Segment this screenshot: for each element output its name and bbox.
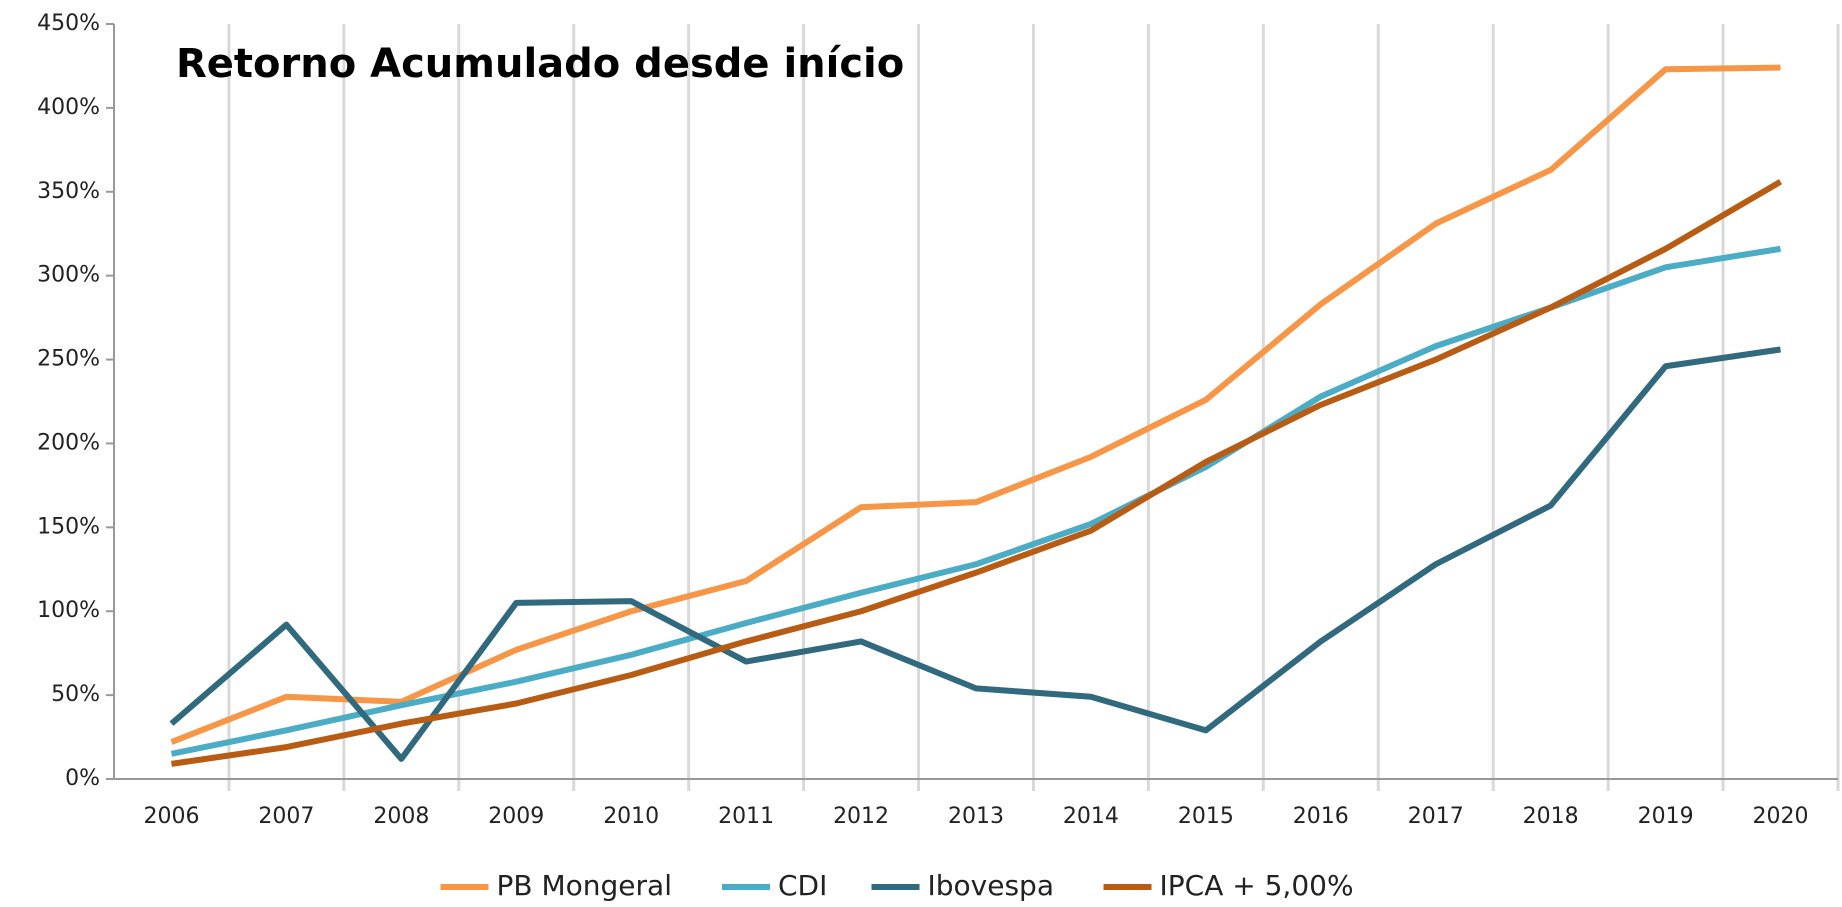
y-tick-label: 450% [37, 11, 100, 36]
y-tick-label: 300% [37, 263, 100, 288]
x-tick-label: 2012 [833, 804, 889, 829]
y-tick-label: 0% [65, 766, 100, 791]
x-tick-label: 2009 [488, 804, 544, 829]
x-tick-label: 2006 [143, 804, 199, 829]
grid [113, 24, 1840, 791]
legend-label: IPCA + 5,00% [1160, 869, 1354, 902]
y-tick-label: 200% [37, 430, 100, 455]
y-tick-label: 150% [37, 514, 100, 539]
x-tick-label: 2017 [1408, 804, 1464, 829]
x-tick-label: 2016 [1293, 804, 1349, 829]
y-tick-label: 250% [37, 347, 100, 372]
y-tick-label: 100% [37, 598, 100, 623]
x-tick-label: 2014 [1063, 804, 1119, 829]
legend: PB Mongeral CDI Ibovespa IPCA + 5,00% [440, 869, 1354, 902]
line-series [169, 346, 1781, 762]
x-tick-label: 2010 [603, 804, 659, 829]
y-tick-label: 50% [51, 682, 100, 707]
x-tick-label: 2011 [718, 804, 774, 829]
x-tick-label: 2019 [1638, 804, 1694, 829]
legend-label: CDI [778, 869, 827, 902]
x-tick-label: 2007 [258, 804, 314, 829]
y-tick-label: 400% [37, 95, 100, 120]
line-series [170, 64, 1781, 745]
legend-label: Ibovespa [928, 869, 1054, 902]
chart-title: Retorno Acumulado desde início [176, 41, 904, 87]
legend-label: PB Mongeral [497, 869, 672, 902]
x-tick-label: 2020 [1753, 804, 1809, 829]
x-tick-label: 2008 [373, 804, 429, 829]
x-tick-label: 2013 [948, 804, 1004, 829]
line-series [170, 245, 1782, 757]
y-tick-label: 350% [37, 179, 100, 204]
line-series [171, 179, 1783, 767]
x-tick-label: 2015 [1178, 804, 1234, 829]
x-tick-label: 2018 [1523, 804, 1579, 829]
